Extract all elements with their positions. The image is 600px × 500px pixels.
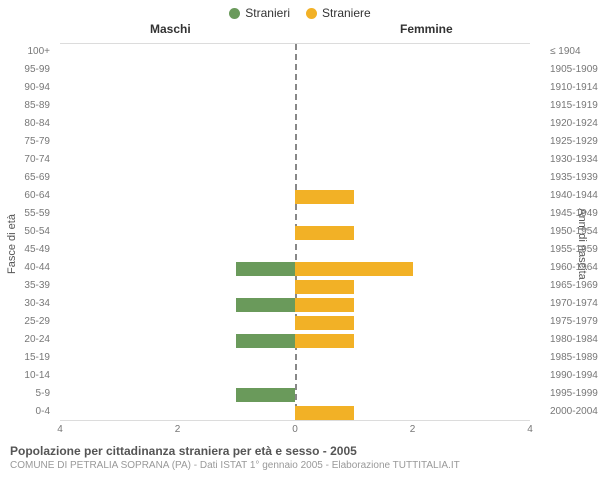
chart-row: [60, 170, 530, 188]
year-label: 1985-1989: [544, 349, 600, 367]
chart-row: [60, 98, 530, 116]
year-label: 1935-1939: [544, 169, 600, 187]
year-label: 1910-1914: [544, 79, 600, 97]
chart-row: [60, 386, 530, 404]
age-label: 100+: [0, 43, 56, 61]
age-label: 75-79: [0, 133, 56, 151]
age-label: 80-84: [0, 115, 56, 133]
chart-row: [60, 152, 530, 170]
year-label: 1905-1909: [544, 61, 600, 79]
legend-item-male: Stranieri: [229, 6, 290, 20]
column-headers: Maschi Femmine: [0, 22, 600, 38]
year-label: 1915-1919: [544, 97, 600, 115]
chart-row: [60, 278, 530, 296]
legend-item-female: Straniere: [306, 6, 371, 20]
legend-label-female: Straniere: [322, 6, 371, 20]
age-label: 20-24: [0, 331, 56, 349]
bar-male: [236, 298, 295, 312]
bar-male: [236, 334, 295, 348]
bar-female: [295, 298, 354, 312]
year-label: 1995-1999: [544, 385, 600, 403]
year-label: 1930-1934: [544, 151, 600, 169]
bar-female: [295, 316, 354, 330]
chart-row: [60, 296, 530, 314]
header-male: Maschi: [150, 22, 191, 36]
x-axis: 4 2 0 2 4: [60, 424, 530, 438]
chart-row: [60, 116, 530, 134]
year-label: 1960-1964: [544, 259, 600, 277]
year-label: 1975-1979: [544, 313, 600, 331]
chart-row: [60, 368, 530, 386]
age-label: 70-74: [0, 151, 56, 169]
bar-male: [236, 262, 295, 276]
age-label: 0-4: [0, 403, 56, 421]
chart-row: [60, 260, 530, 278]
year-label: 1970-1974: [544, 295, 600, 313]
legend-swatch-male: [229, 8, 240, 19]
age-label: 90-94: [0, 79, 56, 97]
chart-row: [60, 224, 530, 242]
age-label: 45-49: [0, 241, 56, 259]
header-female: Femmine: [400, 22, 453, 36]
chart-row: [60, 62, 530, 80]
chart-row: [60, 188, 530, 206]
chart-title: Popolazione per cittadinanza straniera p…: [10, 444, 590, 458]
chart-row: [60, 80, 530, 98]
year-label: 1945-1949: [544, 205, 600, 223]
chart-row: [60, 314, 530, 332]
chart-subtitle: COMUNE DI PETRALIA SOPRANA (PA) - Dati I…: [10, 460, 590, 471]
bar-female: [295, 280, 354, 294]
bar-female: [295, 406, 354, 420]
year-label: 1920-1924: [544, 115, 600, 133]
year-label: 1965-1969: [544, 277, 600, 295]
x-tick: 4: [57, 424, 63, 435]
age-label: 25-29: [0, 313, 56, 331]
year-label: 1940-1944: [544, 187, 600, 205]
age-label: 55-59: [0, 205, 56, 223]
x-tick: 4: [527, 424, 533, 435]
bar-female: [295, 190, 354, 204]
year-label: 1925-1929: [544, 133, 600, 151]
age-label: 5-9: [0, 385, 56, 403]
year-label: 1980-1984: [544, 331, 600, 349]
bar-male: [236, 388, 295, 402]
chart-row: [60, 332, 530, 350]
year-label: 2000-2004: [544, 403, 600, 421]
bar-female: [295, 334, 354, 348]
chart-area: Fasce di età Anni di nascita 100+95-9990…: [0, 38, 600, 438]
chart-footer: Popolazione per cittadinanza straniera p…: [0, 438, 600, 471]
age-label: 50-54: [0, 223, 56, 241]
chart-row: [60, 242, 530, 260]
age-label: 15-19: [0, 349, 56, 367]
age-label: 30-34: [0, 295, 56, 313]
age-label: 40-44: [0, 259, 56, 277]
bar-female: [295, 262, 413, 276]
age-label: 35-39: [0, 277, 56, 295]
legend-swatch-female: [306, 8, 317, 19]
plot: [60, 43, 530, 421]
chart-row: [60, 134, 530, 152]
chart-row: [60, 404, 530, 422]
age-label: 95-99: [0, 61, 56, 79]
year-label: ≤ 1904: [544, 43, 600, 61]
x-tick: 2: [175, 424, 181, 435]
age-label: 65-69: [0, 169, 56, 187]
chart-row: [60, 44, 530, 62]
bar-female: [295, 226, 354, 240]
x-tick: 0: [292, 424, 298, 435]
legend: Stranieri Straniere: [0, 0, 600, 22]
legend-label-male: Stranieri: [245, 6, 290, 20]
x-tick: 2: [410, 424, 416, 435]
age-label: 10-14: [0, 367, 56, 385]
chart-row: [60, 350, 530, 368]
year-label: 1990-1994: [544, 367, 600, 385]
chart-row: [60, 206, 530, 224]
year-label: 1955-1959: [544, 241, 600, 259]
age-label: 85-89: [0, 97, 56, 115]
age-label: 60-64: [0, 187, 56, 205]
year-label: 1950-1954: [544, 223, 600, 241]
